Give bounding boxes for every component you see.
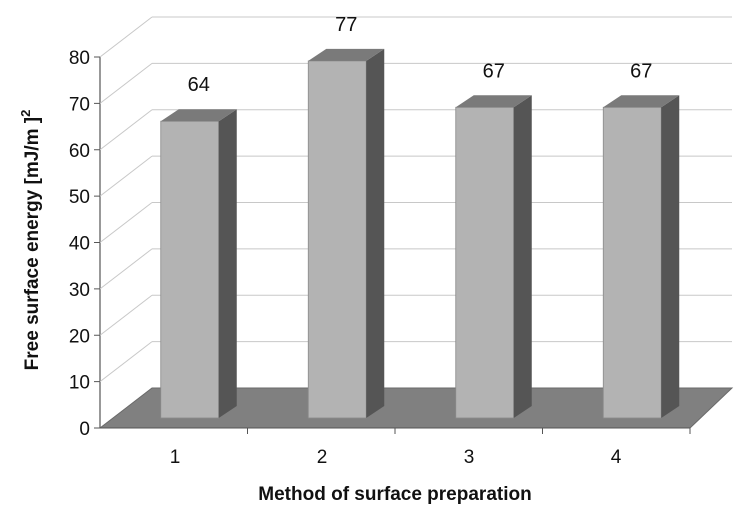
y-tick-label: 60 (69, 141, 90, 162)
data-label: 67 (630, 60, 652, 82)
gridline-diagonal (99, 16, 153, 58)
bars (160, 48, 680, 419)
x-tick-label: 4 (611, 447, 622, 468)
bar-side (218, 109, 237, 418)
bar-side (366, 48, 385, 418)
y-tick-label: 50 (69, 187, 90, 208)
y-tick-label: 20 (69, 326, 90, 347)
gridline-diagonal (99, 248, 153, 290)
bar-side (513, 95, 532, 418)
bar (160, 120, 220, 419)
y-axis-label-superscript: 2 (18, 110, 33, 117)
gridline-diagonal (99, 294, 153, 336)
bar (602, 106, 662, 419)
data-label: 64 (188, 74, 210, 96)
bar-top (603, 95, 680, 108)
data-label: 67 (483, 60, 505, 82)
bar-top (308, 48, 385, 61)
gridline-diagonal (99, 341, 153, 383)
y-tick-label: 40 (69, 234, 90, 255)
bar (455, 106, 515, 419)
x-tick-label: 1 (170, 447, 181, 468)
y-tick-label: 0 (79, 419, 90, 440)
x-tick-label: 3 (464, 447, 475, 468)
y-tick-label: 30 (69, 280, 90, 301)
data-labels: 64 77 67 67 (188, 14, 653, 96)
bar-side (661, 95, 680, 418)
gridline-diagonal (99, 62, 153, 104)
bar-top (455, 95, 532, 108)
x-axis-label: Method of surface preparation (258, 484, 531, 505)
y-tick-label: 80 (69, 48, 90, 69)
x-tick-labels: 1 2 3 4 (170, 428, 691, 468)
gridline-diagonal (99, 202, 153, 243)
y-axis-label: Free surface energy [mJ/m ]2 (18, 110, 43, 371)
gridline-diagonal (99, 109, 153, 151)
bar-top (160, 109, 237, 122)
y-tick-labels: 0 10 20 30 40 50 60 70 80 (69, 48, 100, 440)
gridline-diagonal (99, 155, 153, 197)
x-tick-label: 2 (317, 447, 328, 468)
bar (307, 60, 367, 419)
y-tick-label: 10 (69, 373, 90, 394)
data-label: 77 (335, 14, 357, 36)
y-tick-label: 70 (69, 94, 90, 115)
